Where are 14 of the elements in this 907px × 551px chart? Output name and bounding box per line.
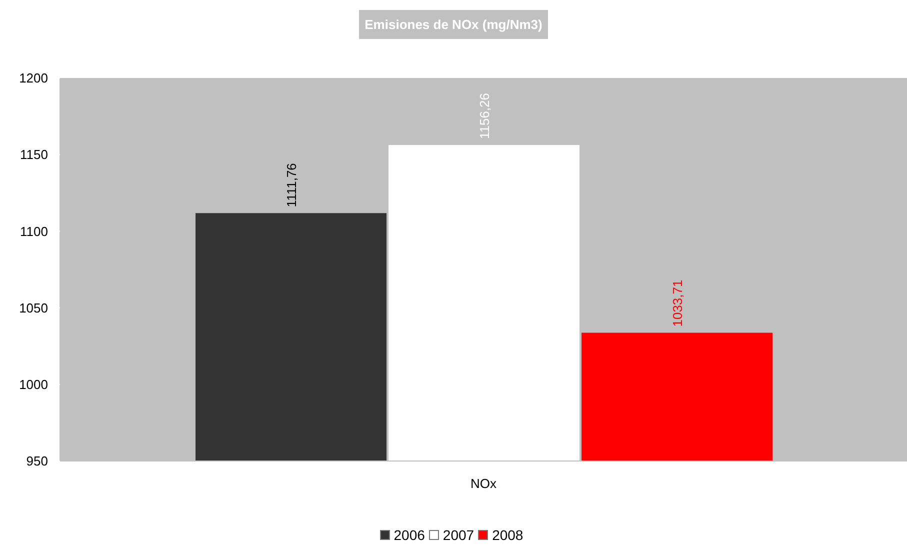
legend-label: 2007	[442, 527, 474, 543]
chart-title: Emisiones de NOx (mg/Nm3)	[358, 10, 548, 39]
legend-label: 2008	[491, 527, 524, 543]
y-tick-label: 1150	[20, 147, 48, 162]
y-tick-label: 1200	[19, 70, 48, 86]
y-tick-label: 1000	[19, 377, 48, 392]
y-tick-label: 1050	[19, 300, 48, 316]
data-label: 1033,71	[670, 280, 686, 327]
data-label: 1156,26	[477, 92, 492, 140]
y-tick-label: 1100	[20, 224, 48, 239]
y-tick-label: 950	[26, 454, 48, 469]
data-label: 1111,76	[284, 163, 300, 208]
x-tick-label: NOx	[470, 476, 497, 492]
legend-label: 2006	[392, 527, 425, 543]
